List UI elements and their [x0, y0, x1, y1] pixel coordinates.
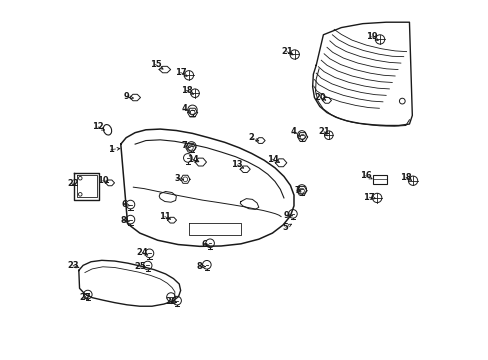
Text: 18: 18 [180, 86, 192, 95]
Text: 18: 18 [399, 173, 411, 182]
Text: 14: 14 [266, 155, 278, 164]
Text: 27: 27 [79, 293, 91, 302]
Text: 4: 4 [181, 104, 187, 113]
Text: 17: 17 [363, 193, 374, 202]
Text: 22: 22 [67, 179, 79, 188]
Text: 13: 13 [231, 161, 243, 170]
Text: 21: 21 [281, 47, 292, 56]
Text: 2: 2 [248, 133, 254, 142]
Text: 26: 26 [165, 297, 177, 306]
Text: 9: 9 [124, 92, 129, 101]
Text: 7: 7 [294, 185, 300, 194]
Text: 3: 3 [174, 174, 180, 183]
Text: 14: 14 [186, 155, 198, 164]
Text: 8: 8 [196, 262, 202, 271]
Text: 19: 19 [365, 32, 377, 41]
Text: 7: 7 [181, 141, 187, 150]
Text: 5: 5 [282, 223, 288, 232]
Text: 4: 4 [290, 127, 296, 136]
Text: 25: 25 [134, 262, 146, 271]
Text: 10: 10 [97, 176, 108, 185]
Text: 12: 12 [92, 122, 104, 131]
Text: 8: 8 [120, 216, 126, 225]
Text: 17: 17 [175, 68, 186, 77]
Text: 20: 20 [314, 93, 325, 102]
Text: 24: 24 [136, 248, 148, 257]
Text: 23: 23 [67, 261, 79, 270]
Text: 11: 11 [159, 212, 170, 221]
Text: 6: 6 [201, 240, 207, 249]
Text: 6: 6 [121, 200, 127, 209]
Text: 15: 15 [149, 60, 161, 69]
Text: 1: 1 [108, 145, 114, 154]
Text: 21: 21 [318, 127, 329, 136]
Text: 16: 16 [359, 171, 371, 180]
Text: 9: 9 [284, 211, 289, 220]
